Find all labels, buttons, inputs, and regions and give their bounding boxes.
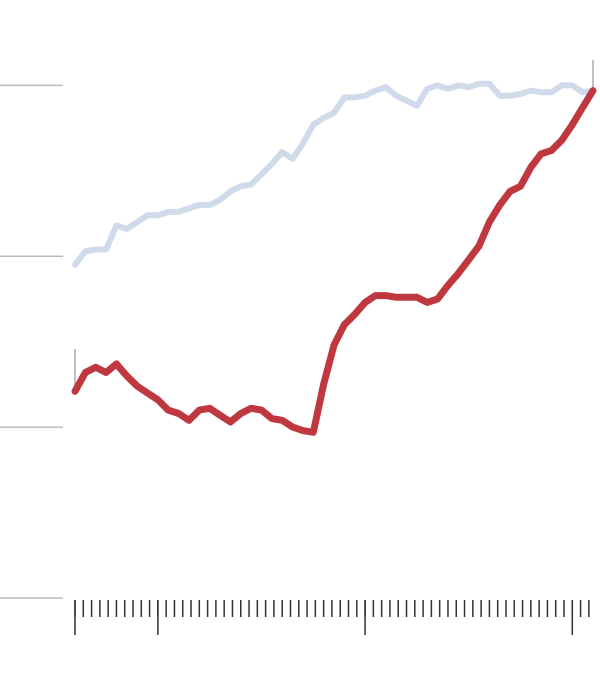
series-line [72, 80, 596, 268]
series-line [71, 87, 597, 436]
